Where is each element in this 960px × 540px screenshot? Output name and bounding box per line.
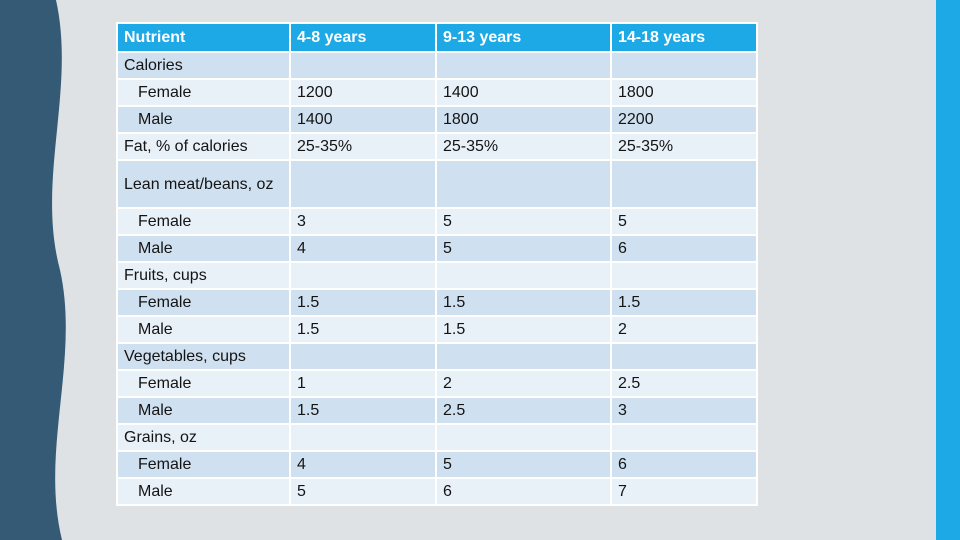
cell-4-8: 1.5 bbox=[289, 315, 437, 344]
cell-14-18 bbox=[610, 342, 758, 371]
cell-14-18: 25-35% bbox=[610, 132, 758, 161]
table-row: Male 1400 1800 2200 bbox=[116, 105, 758, 134]
column-header-9-13-years: 9-13 years bbox=[435, 22, 612, 53]
table-row: Male 1.5 2.5 3 bbox=[116, 396, 758, 425]
row-label: Male bbox=[116, 315, 291, 344]
row-label: Vegetables, cups bbox=[116, 342, 291, 371]
row-label: Female bbox=[116, 288, 291, 317]
cell-9-13 bbox=[435, 261, 612, 290]
cell-4-8 bbox=[289, 342, 437, 371]
table-row: Grains, oz bbox=[116, 423, 758, 452]
cell-9-13 bbox=[435, 159, 612, 209]
cell-14-18: 6 bbox=[610, 450, 758, 479]
cell-9-13: 2.5 bbox=[435, 396, 612, 425]
row-label: Male bbox=[116, 105, 291, 134]
row-label: Grains, oz bbox=[116, 423, 291, 452]
table-row: Female 4 5 6 bbox=[116, 450, 758, 479]
row-label: Male bbox=[116, 477, 291, 506]
cell-14-18: 2.5 bbox=[610, 369, 758, 398]
cell-9-13: 5 bbox=[435, 450, 612, 479]
cell-14-18 bbox=[610, 159, 758, 209]
nutrient-table: Nutrient 4-8 years 9-13 years 14-18 year… bbox=[116, 22, 758, 506]
column-header-14-18-years: 14-18 years bbox=[610, 22, 758, 53]
row-label: Male bbox=[116, 234, 291, 263]
table-header-row: Nutrient 4-8 years 9-13 years 14-18 year… bbox=[116, 22, 758, 53]
cell-4-8: 25-35% bbox=[289, 132, 437, 161]
cell-9-13: 5 bbox=[435, 207, 612, 236]
cell-4-8 bbox=[289, 159, 437, 209]
cell-9-13: 5 bbox=[435, 234, 612, 263]
table-row: Female 1.5 1.5 1.5 bbox=[116, 288, 758, 317]
cell-9-13: 1.5 bbox=[435, 315, 612, 344]
cell-9-13 bbox=[435, 342, 612, 371]
table-row: Female 3 5 5 bbox=[116, 207, 758, 236]
cell-14-18: 5 bbox=[610, 207, 758, 236]
cell-14-18: 7 bbox=[610, 477, 758, 506]
row-label: Fruits, cups bbox=[116, 261, 291, 290]
table-row: Female 1200 1400 1800 bbox=[116, 78, 758, 107]
table-row: Male 5 6 7 bbox=[116, 477, 758, 506]
cell-14-18 bbox=[610, 51, 758, 80]
cell-4-8: 3 bbox=[289, 207, 437, 236]
cell-9-13: 1.5 bbox=[435, 288, 612, 317]
table-row: Vegetables, cups bbox=[116, 342, 758, 371]
table-row: Male 1.5 1.5 2 bbox=[116, 315, 758, 344]
cell-4-8: 1.5 bbox=[289, 396, 437, 425]
cell-4-8: 5 bbox=[289, 477, 437, 506]
table-row: Female 1 2 2.5 bbox=[116, 369, 758, 398]
cell-9-13 bbox=[435, 423, 612, 452]
row-label: Female bbox=[116, 207, 291, 236]
cell-9-13: 1800 bbox=[435, 105, 612, 134]
cell-4-8 bbox=[289, 261, 437, 290]
table-row: Fat, % of calories 25-35% 25-35% 25-35% bbox=[116, 132, 758, 161]
cell-14-18 bbox=[610, 261, 758, 290]
row-label: Female bbox=[116, 78, 291, 107]
cell-9-13 bbox=[435, 51, 612, 80]
cell-14-18: 1800 bbox=[610, 78, 758, 107]
cell-4-8 bbox=[289, 423, 437, 452]
cell-9-13: 25-35% bbox=[435, 132, 612, 161]
cell-9-13: 6 bbox=[435, 477, 612, 506]
table-row: Fruits, cups bbox=[116, 261, 758, 290]
table-row: Male 4 5 6 bbox=[116, 234, 758, 263]
table-row: Lean meat/beans, oz bbox=[116, 159, 758, 209]
row-label: Fat, % of calories bbox=[116, 132, 291, 161]
cell-4-8: 4 bbox=[289, 234, 437, 263]
right-accent-band bbox=[936, 0, 960, 540]
table-row: Calories bbox=[116, 51, 758, 80]
cell-14-18: 2 bbox=[610, 315, 758, 344]
cell-14-18: 2200 bbox=[610, 105, 758, 134]
cell-4-8: 1 bbox=[289, 369, 437, 398]
row-label: Female bbox=[116, 369, 291, 398]
row-label: Male bbox=[116, 396, 291, 425]
column-header-4-8-years: 4-8 years bbox=[289, 22, 437, 53]
cell-4-8: 1.5 bbox=[289, 288, 437, 317]
cell-14-18 bbox=[610, 423, 758, 452]
cell-9-13: 1400 bbox=[435, 78, 612, 107]
row-label: Female bbox=[116, 450, 291, 479]
cell-14-18: 1.5 bbox=[610, 288, 758, 317]
wavy-edge-shape bbox=[0, 0, 66, 540]
cell-9-13: 2 bbox=[435, 369, 612, 398]
left-decorative-band bbox=[0, 0, 66, 540]
cell-4-8 bbox=[289, 51, 437, 80]
cell-14-18: 3 bbox=[610, 396, 758, 425]
row-label: Calories bbox=[116, 51, 291, 80]
column-header-nutrient: Nutrient bbox=[116, 22, 291, 53]
cell-4-8: 1200 bbox=[289, 78, 437, 107]
row-label: Lean meat/beans, oz bbox=[116, 159, 291, 209]
cell-4-8: 4 bbox=[289, 450, 437, 479]
cell-4-8: 1400 bbox=[289, 105, 437, 134]
cell-14-18: 6 bbox=[610, 234, 758, 263]
